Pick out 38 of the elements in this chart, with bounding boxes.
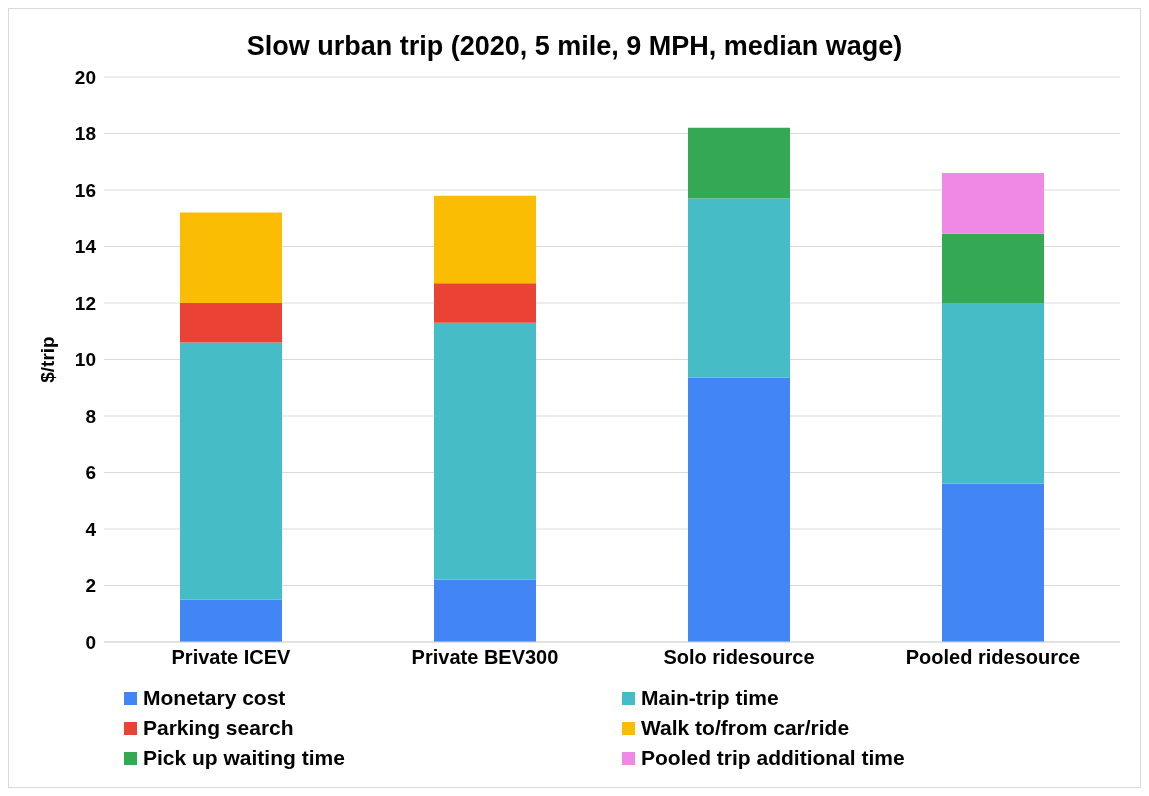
bar <box>434 322 536 580</box>
y-tick-label: 16 <box>74 179 96 201</box>
x-tick-label: Private BEV300 <box>411 646 559 669</box>
bar <box>942 233 1044 303</box>
bar <box>688 198 790 378</box>
x-tick-label: Private ICEV <box>171 646 292 669</box>
bar <box>688 127 790 199</box>
legend-label: Pick up waiting time <box>143 746 345 770</box>
bar <box>942 173 1044 234</box>
legend-label: Pooled trip additional time <box>641 746 905 770</box>
bar <box>688 377 790 642</box>
x-tick-label: Pooled ridesource <box>905 646 1081 669</box>
y-tick-label: 10 <box>74 349 96 371</box>
bar <box>180 599 282 642</box>
legend-label: Walk to/from car/ride <box>641 716 850 740</box>
y-axis-title: $/trip <box>36 336 58 383</box>
bar <box>942 303 1044 484</box>
y-tick-label: 6 <box>85 462 96 484</box>
bar <box>180 212 282 303</box>
legend-label: Parking search <box>143 716 294 740</box>
y-tick-label: 8 <box>85 405 96 427</box>
y-tick-label: 20 <box>74 66 96 88</box>
y-tick-label: 14 <box>74 236 97 258</box>
y-tick-label: 0 <box>85 631 96 653</box>
bar <box>434 283 536 323</box>
y-tick-label: 12 <box>74 292 96 314</box>
chart-title: Slow urban trip (2020, 5 mile, 9 MPH, median wage) <box>245 31 904 63</box>
bar <box>180 342 282 600</box>
bar <box>180 303 282 343</box>
x-tick-label: Solo ridesource <box>663 646 815 669</box>
y-tick-label: 4 <box>85 518 97 540</box>
legend-label: Main-trip time <box>641 686 779 710</box>
legend-label: Monetary cost <box>143 686 286 710</box>
y-tick-label: 18 <box>74 123 96 145</box>
bar <box>434 195 536 284</box>
bar <box>434 579 536 642</box>
bar <box>942 483 1044 642</box>
y-tick-label: 2 <box>85 575 96 597</box>
